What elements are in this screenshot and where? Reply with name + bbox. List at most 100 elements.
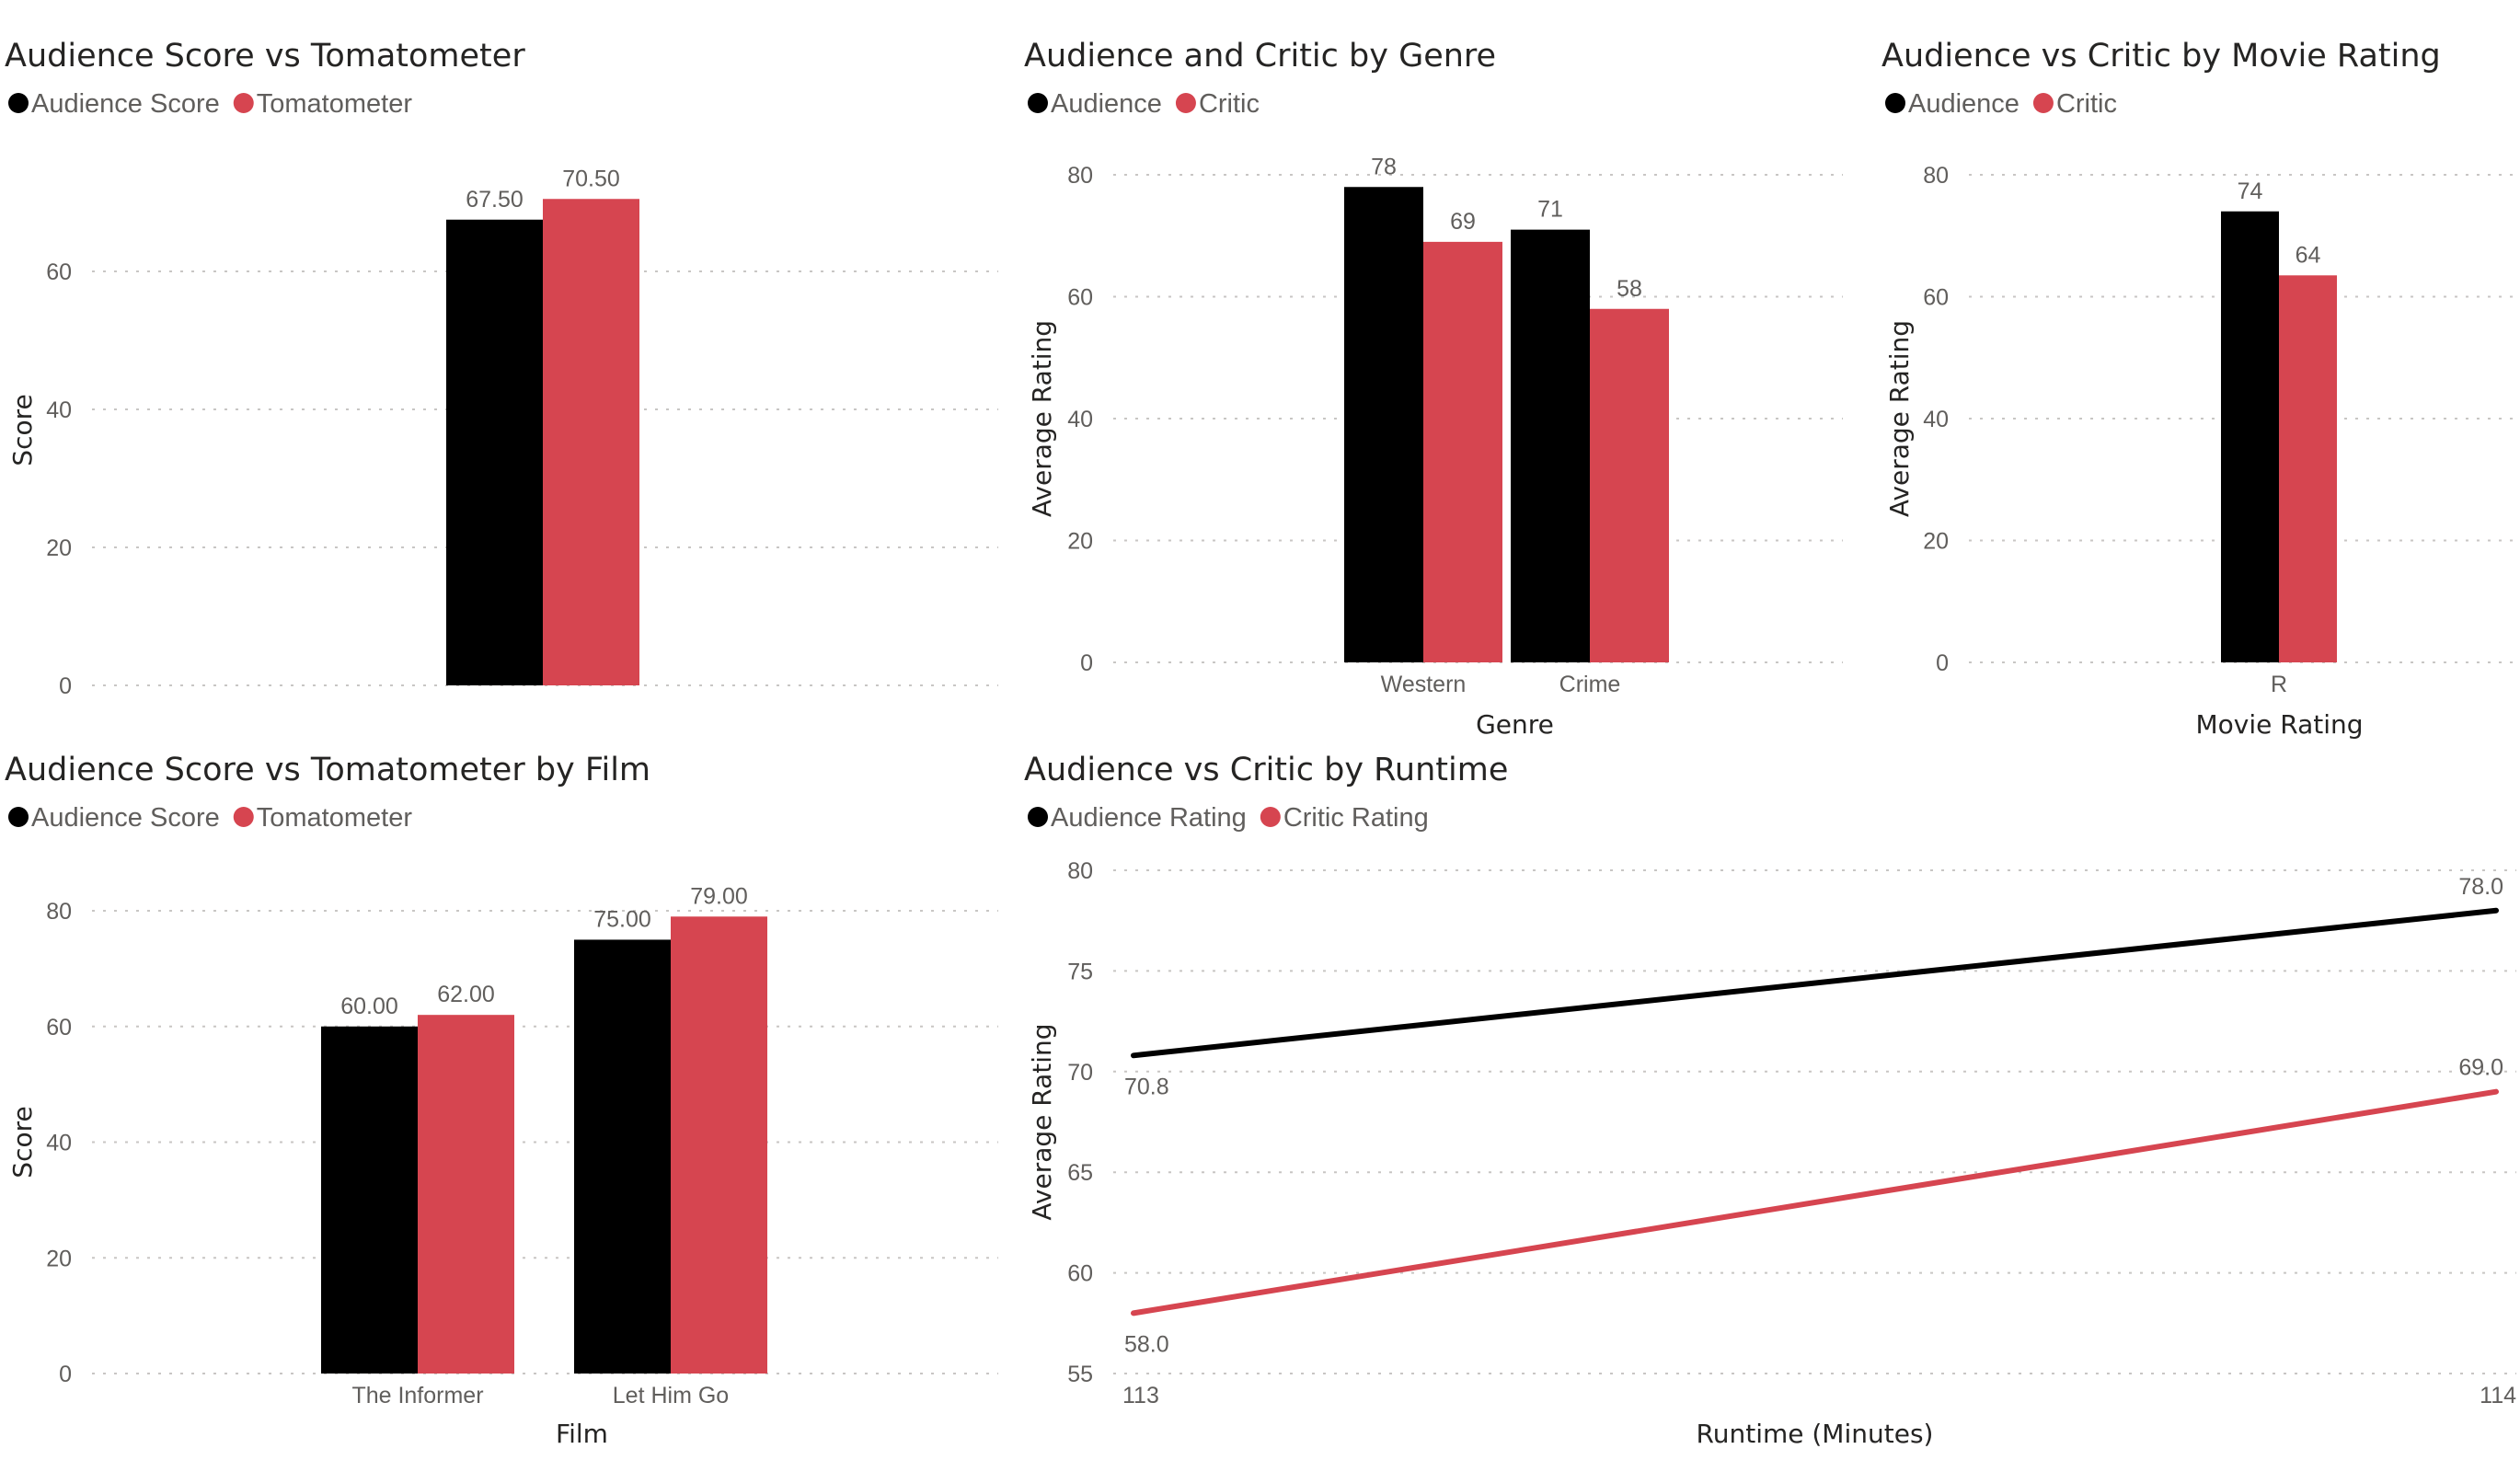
- bar-tomatometer-2[interactable]: [671, 916, 767, 1374]
- data-label: 70.50: [562, 166, 620, 191]
- legend-label-1: Audience Rating: [1051, 803, 1247, 833]
- y-tick-label: 60: [1067, 285, 1093, 311]
- y-tick-label: 60: [46, 1015, 72, 1040]
- x-axis-title: Movie Rating: [2195, 709, 2363, 740]
- legend-label-1: Audience: [1051, 89, 1162, 119]
- bar-audience-score-2[interactable]: [574, 939, 671, 1374]
- data-label: 70.8: [1124, 1074, 1169, 1099]
- y-axis-title: Average Rating: [1027, 320, 1057, 517]
- data-label: 64: [2296, 242, 2321, 268]
- y-tick-label: 55: [1067, 1362, 1093, 1387]
- x-tick-label: Western: [1381, 672, 1467, 697]
- y-tick-label: 75: [1067, 959, 1093, 984]
- x-tick-label: Let Him Go: [613, 1383, 729, 1408]
- y-tick-label: 80: [46, 899, 72, 925]
- y-tick-label: 80: [1067, 163, 1093, 189]
- bar-tomatometer-1[interactable]: [418, 1015, 514, 1374]
- data-label: 75.00: [593, 906, 651, 932]
- legend-label-1: Audience Score: [31, 803, 220, 833]
- y-tick-label: 60: [1067, 1261, 1093, 1287]
- y-tick-label: 0: [1936, 650, 1949, 676]
- line-audience-rating[interactable]: [1131, 907, 2499, 1059]
- y-tick-label: 70: [1067, 1060, 1093, 1086]
- legend-label-1: Audience: [1908, 89, 2019, 119]
- y-tick-label: 65: [1067, 1160, 1093, 1186]
- y-tick-label: 20: [46, 1246, 72, 1271]
- chart-title: Audience Score vs Tomatometer: [5, 38, 525, 75]
- x-axis-title: Genre: [1476, 709, 1554, 740]
- y-axis-title: Average Rating: [1027, 1023, 1057, 1220]
- bar-audience-1[interactable]: [2221, 211, 2279, 662]
- y-axis-title: Score: [7, 1106, 38, 1178]
- data-label: 69: [1450, 209, 1476, 235]
- y-tick-label: 40: [46, 397, 72, 423]
- y-tick-label: 0: [59, 1362, 72, 1387]
- chart-3: Audience vs Critic by Movie Rating Audien…: [1881, 38, 2516, 740]
- x-tick-label: The Informer: [351, 1383, 483, 1408]
- legend-marker-1: [8, 93, 29, 113]
- x-tick-label: 114: [2480, 1383, 2516, 1408]
- data-label: 78.0: [2458, 874, 2503, 900]
- data-label: 69.0: [2458, 1055, 2503, 1081]
- legend-label-2: Tomatometer: [257, 89, 413, 119]
- x-tick-label: 113: [1122, 1383, 1159, 1408]
- data-label: 78: [1371, 154, 1397, 179]
- chart-5: Audience vs Critic by Runtime Audience Ra…: [1024, 752, 2516, 1449]
- y-tick-label: 0: [59, 673, 72, 699]
- bar-audience-score-1[interactable]: [321, 1026, 418, 1374]
- bar-critic-1[interactable]: [1423, 241, 1502, 662]
- legend-marker-2: [2032, 93, 2054, 113]
- legend-marker-2: [1175, 93, 1196, 113]
- bar-critic-1[interactable]: [2279, 275, 2337, 662]
- y-tick-label: 20: [46, 535, 72, 561]
- chart-title: Audience Score vs Tomatometer by Film: [5, 752, 650, 788]
- data-label: 62.00: [437, 982, 495, 1007]
- line-critic-rating[interactable]: [1131, 1088, 2499, 1316]
- legend-marker-1: [8, 807, 29, 827]
- chart-1: Audience Score vs Tomatometer Audience Sc…: [5, 38, 998, 699]
- y-tick-label: 0: [1080, 650, 1093, 676]
- legend-label-1: Audience Score: [31, 89, 220, 119]
- legend-label-2: Critic: [1199, 89, 1260, 119]
- bar-audience-1[interactable]: [1344, 187, 1423, 662]
- y-tick-label: 20: [1923, 529, 1949, 555]
- legend-marker-1: [1028, 807, 1048, 827]
- y-axis-title: Score: [7, 394, 38, 466]
- y-tick-label: 40: [1067, 407, 1093, 432]
- legend-marker-1: [1028, 93, 1048, 113]
- data-label: 74: [2238, 178, 2263, 204]
- y-tick-label: 60: [46, 259, 72, 285]
- data-label: 67.50: [466, 187, 524, 213]
- data-label: 58: [1617, 276, 1642, 302]
- chart-2: Audience and Critic by Genre Audience Crit…: [1024, 38, 1843, 740]
- y-tick-label: 40: [1923, 407, 1949, 432]
- y-axis-title: Average Rating: [1884, 320, 1915, 517]
- bar-tomatometer-1[interactable]: [543, 199, 639, 685]
- y-tick-label: 60: [1923, 285, 1949, 311]
- legend-label-2: Critic: [2056, 89, 2117, 119]
- bar-audience-score-1[interactable]: [446, 219, 543, 685]
- legend-marker-1: [1885, 93, 1905, 113]
- data-label: 58.0: [1124, 1331, 1169, 1357]
- chart-4: Audience Score vs Tomatometer by Film Aud…: [5, 752, 998, 1449]
- chart-title: Audience vs Critic by Movie Rating: [1881, 38, 2441, 75]
- bar-critic-2[interactable]: [1590, 308, 1669, 662]
- y-tick-label: 80: [1923, 163, 1949, 189]
- legend-marker-2: [233, 93, 254, 113]
- y-tick-label: 40: [46, 1131, 72, 1156]
- x-tick-label: Crime: [1559, 672, 1621, 697]
- y-tick-label: 20: [1067, 529, 1093, 555]
- x-tick-label: R: [2271, 672, 2287, 697]
- legend-marker-2: [233, 807, 254, 827]
- legend-label-2: Critic Rating: [1283, 803, 1429, 833]
- y-tick-label: 80: [1067, 858, 1093, 884]
- bar-audience-2[interactable]: [1511, 229, 1590, 662]
- chart-title: Audience and Critic by Genre: [1024, 38, 1496, 75]
- x-axis-title: Runtime (Minutes): [1697, 1419, 1934, 1449]
- chart-title: Audience vs Critic by Runtime: [1024, 752, 1508, 788]
- legend-label-2: Tomatometer: [257, 803, 413, 833]
- data-label: 60.00: [340, 994, 398, 1019]
- x-axis-title: Film: [556, 1419, 608, 1449]
- data-label: 79.00: [690, 883, 748, 909]
